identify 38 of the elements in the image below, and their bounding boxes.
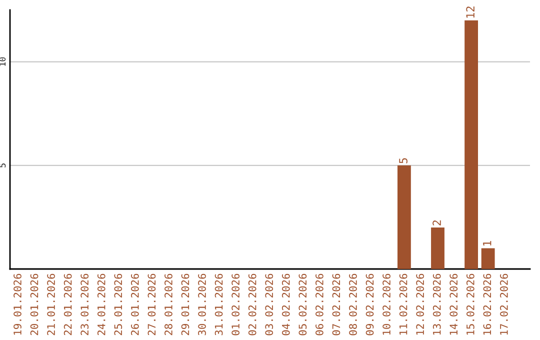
x-tick-label: 20.01.2026 (30, 274, 38, 336)
x-tick-label: 26.01.2026 (130, 274, 139, 336)
x-tick-label: 02.02.2026 (248, 274, 256, 336)
x-tick-label: 31.01.2026 (214, 274, 223, 336)
x-tick-label: 06.02.2026 (315, 274, 324, 336)
x-tick-label: 03.02.2026 (265, 274, 274, 336)
data-label: 2 (432, 220, 441, 226)
x-tick-label: 14.02.2026 (450, 274, 458, 335)
x-tick-label: 13.02.2026 (432, 274, 441, 335)
x-tick-label: 07.02.2026 (332, 274, 340, 336)
bar (464, 20, 478, 269)
data-label: 12 (466, 6, 474, 18)
x-tick-label: 29.01.2026 (181, 274, 190, 336)
x-tick-label: 01.02.2026 (232, 274, 240, 336)
x-tick-label: 28.01.2026 (164, 274, 172, 336)
x-tick-label: 27.01.2026 (148, 274, 156, 336)
x-tick-label: 23.01.2026 (80, 274, 89, 336)
x-tick-label: 24.01.2026 (97, 274, 106, 336)
x-tick-label: 11.02.2026 (399, 274, 408, 335)
x-tick-label: 04.02.2026 (282, 274, 290, 336)
x-tick-label: 17.02.2026 (500, 274, 508, 335)
x-tick-label: 12.02.2026 (416, 274, 424, 335)
data-label: 5 (399, 158, 408, 164)
x-tick-label: 30.01.2026 (198, 274, 206, 336)
bar (431, 228, 444, 269)
x-tick-label: 21.01.2026 (47, 274, 55, 336)
bar (481, 248, 495, 269)
x-tick-label: 08.02.2026 (349, 274, 357, 336)
x-tick-label: 16.02.2026 (483, 274, 492, 335)
x-tick-label: 25.01.2026 (114, 274, 122, 336)
x-tick-label: 19.01.2026 (14, 274, 22, 335)
bar (397, 165, 411, 269)
x-tick-label: 05.02.2026 (298, 274, 307, 336)
x-tick-label: 15.02.2026 (466, 274, 474, 335)
data-label: 1 (483, 240, 492, 246)
x-tick-label: 09.02.2026 (366, 274, 374, 336)
x-tick-label: 22.01.2026 (64, 274, 72, 336)
x-tick-label: 10.02.2026 (382, 274, 390, 335)
